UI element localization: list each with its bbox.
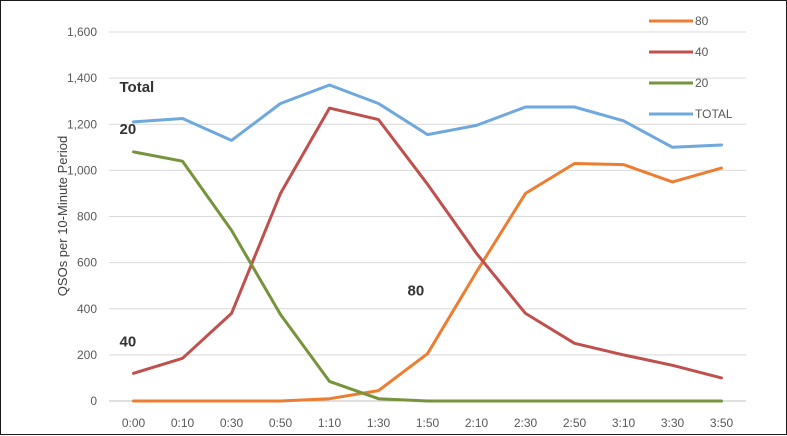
x-tick-label: 1:30 [367,416,391,430]
annotations: Total 20 40 80 [120,79,425,350]
x-tick-label: 0:30 [220,416,244,430]
y-tick-label: 200 [77,348,97,362]
series-lines [132,83,723,403]
y-tick-label: 600 [77,256,97,270]
x-tick-label: 3:10 [612,416,636,430]
series-line-40 [132,106,723,380]
annotation-label: 20 [120,121,137,138]
x-tick-label: 0:10 [171,416,195,430]
annotation-label: 40 [120,333,137,350]
x-tick-label: 2:10 [465,416,489,430]
y-tick-label: 400 [77,302,97,316]
x-tick-label: 1:50 [416,416,440,430]
series-line-total [132,83,723,149]
y-tick-label: 0 [90,394,97,408]
x-tick-label: 2:50 [563,416,587,430]
y-axis-ticks: 0 200 400 600 800 1,000 1,200 1,400 1,600 [67,25,97,408]
x-tick-label: 3:30 [661,416,685,430]
legend-label: 80 [695,14,709,28]
x-tick-label: 2:30 [514,416,538,430]
grid-lines [109,31,746,402]
y-tick-label: 800 [77,210,97,224]
legend-label: TOTAL [695,107,733,121]
y-tick-label: 1,000 [67,163,97,177]
legend-label: 20 [695,76,709,90]
x-tick-label: 0:50 [269,416,293,430]
y-tick-label: 1,600 [67,25,97,39]
legend-label: 40 [695,45,709,59]
x-tick-label: 3:50 [710,416,734,430]
y-tick-label: 1,200 [67,117,97,131]
x-tick-label: 1:10 [318,416,342,430]
series-line-20 [132,150,723,403]
y-tick-label: 1,400 [67,71,97,85]
x-tick-label: 0:00 [122,416,146,430]
annotation-label: 80 [408,283,425,300]
y-axis-label: QSOs per 10-Minute Period [55,136,70,296]
x-axis-ticks: 0:00 0:10 0:30 0:50 1:10 1:30 1:50 2:10 2:30 2:50… [122,416,734,430]
legend: 80 40 20 TOTAL [649,14,733,121]
series-line-80 [132,162,723,403]
annotation-label: Total [120,79,155,96]
